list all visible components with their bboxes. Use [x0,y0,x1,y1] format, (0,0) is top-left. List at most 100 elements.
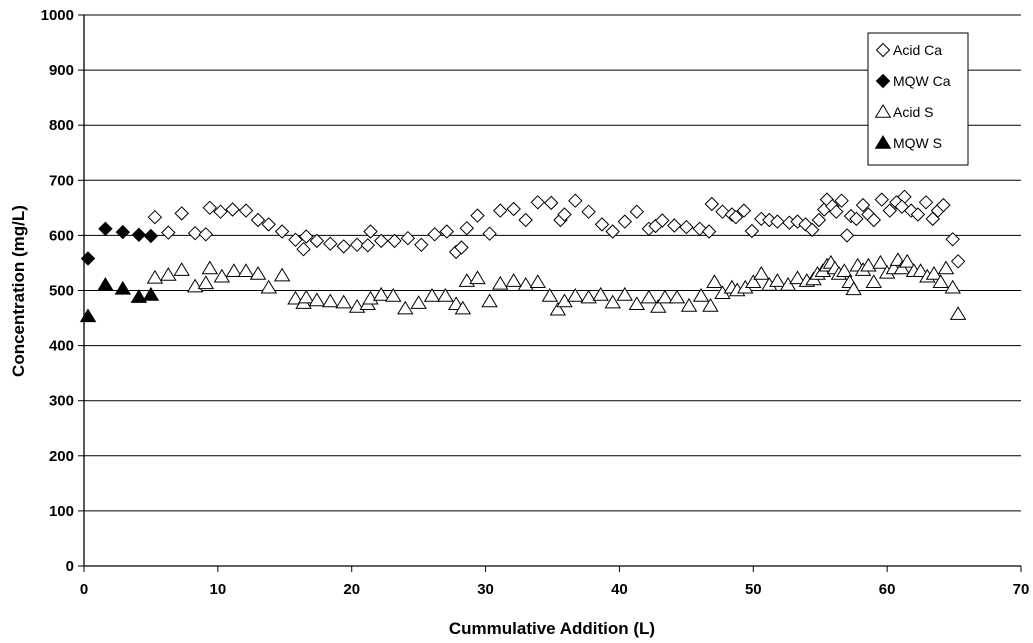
data-point-acid-ca [288,232,303,248]
data-point-acid-s [160,267,177,281]
data-point-mqw-s [97,277,114,291]
data-point-acid-s [469,270,486,285]
data-point-acid-s [362,290,379,305]
data-point-acid-ca [744,223,760,239]
data-point-acid-ca [605,224,620,239]
data-point-acid-s [865,274,882,288]
data-point-acid-s [492,275,509,290]
data-point-acid-s [225,263,243,277]
data-point-acid-ca [459,220,475,236]
y-tick-label: 100 [49,503,74,520]
data-point-acid-ca [414,237,429,253]
data-point-acid-ca [910,207,926,222]
data-point-acid-ca [323,236,338,251]
data-point-acid-ca [161,225,176,240]
x-tick-label: 20 [343,581,360,598]
data-point-acid-ca [387,233,402,249]
data-point-acid-ca [518,212,533,228]
data-point-acid-s [668,289,686,304]
data-point-acid-s [249,266,267,280]
data-point-acid-s [753,266,770,280]
data-point-acid-ca [728,209,744,225]
data-point-acid-ca [506,201,521,217]
data-point-acid-s [925,266,943,280]
x-tick-label: 50 [745,581,762,598]
data-point-acid-s [423,288,441,302]
data-point-acid-ca [187,225,203,241]
data-point-acid-ca [373,233,389,249]
legend-marker-acid-ca [875,42,891,58]
data-point-mqw-ca [115,224,131,240]
data-point-acid-s [322,293,339,308]
data-point-acid-s [616,286,633,301]
data-point-acid-ca [866,212,882,228]
data-point-acid-s [912,263,929,277]
data-point-mqw-ca [80,251,96,266]
data-point-acid-ca [454,240,469,255]
data-point-acid-ca [701,224,717,239]
legend-label-mqw-ca: MQW Ca [893,73,951,89]
data-point-acid-ca [557,207,572,222]
data-point-acid-s [745,274,762,288]
data-point-acid-s [628,296,646,310]
data-point-acid-ca [543,195,559,211]
data-point-acid-ca [874,192,890,207]
data-point-acid-ca [274,224,290,239]
data-point-mqw-ca [98,221,113,237]
tick-labels: 0 100 200 300 400 500 600 700 800 900 1000 0 10 20 30 4… [41,7,1030,598]
data-point-acid-ca [493,203,508,218]
data-point-acid-ca [855,197,871,213]
data-point-acid-ca [770,214,785,229]
data-point-acid-s [656,289,674,304]
x-tick-label: 10 [210,581,227,598]
data-point-acid-s [769,273,786,287]
legend-label-mqw-s: MQW S [893,135,942,151]
data-point-acid-s [706,274,723,288]
x-tick-label: 60 [879,581,896,598]
legend-marker-mqw-ca [875,73,891,89]
axes [78,14,1022,572]
data-point-acid-s [213,268,231,283]
data-point-acid-ca [427,227,442,242]
data-point-acid-ca [470,208,485,223]
data-point-acid-s [680,297,698,312]
data-points [79,189,967,323]
data-point-acid-ca [238,203,254,218]
legend-label-acid-s: Acid S [893,104,933,120]
data-point-acid-ca [882,203,898,218]
y-tick-label: 700 [49,172,74,189]
data-point-acid-s [260,279,277,294]
data-point-acid-s [410,295,427,309]
data-point-mqw-ca [131,227,147,243]
data-point-acid-ca [804,222,820,238]
y-axis-title: Concentration (mg/L) [9,205,28,377]
data-point-acid-s [937,260,955,275]
data-point-acid-ca [829,204,844,219]
data-point-acid-ca [839,228,855,243]
data-point-acid-s [860,257,877,272]
data-point-acid-ca [225,202,240,217]
y-tick-label: 300 [49,393,74,410]
data-point-acid-s [567,288,584,302]
data-point-acid-s [308,292,326,307]
data-point-acid-s [592,286,609,301]
data-point-acid-ca [918,195,934,210]
data-point-acid-ca [530,195,546,210]
data-point-mqw-s [130,289,148,303]
data-point-mqw-s [142,286,160,301]
data-point-acid-s [872,254,889,269]
data-point-acid-s [237,263,255,277]
data-point-acid-s [385,288,402,302]
y-tick-label: 600 [49,227,74,244]
data-point-acid-ca [298,229,314,244]
y-tick-label: 0 [66,558,74,575]
legend: Acid Ca MQW Ca Acid S MQW S [867,32,969,166]
data-point-acid-s [541,288,559,302]
data-point-acid-ca [198,227,214,242]
y-tick-label: 200 [49,448,74,465]
data-point-acid-s [201,260,219,275]
data-point-acid-s [640,289,658,304]
data-point-acid-ca [945,232,960,247]
data-point-acid-ca [202,200,218,216]
data-point-acid-s [197,275,215,290]
